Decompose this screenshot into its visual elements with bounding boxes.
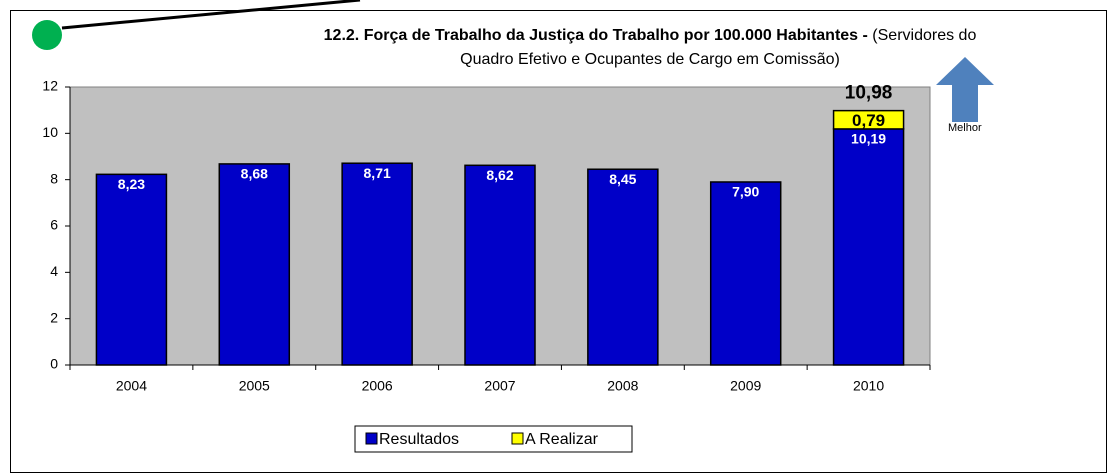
x-tick-label: 2007 [484, 378, 515, 394]
bar-segment [832, 128, 905, 366]
annotation: Melhor [948, 122, 982, 134]
legend-label: Resultados [379, 431, 459, 448]
bar-segment [341, 162, 413, 366]
title: 12.2. Força de Trabalho da Justiça do Tr… [323, 27, 868, 44]
bar-segment [709, 181, 782, 366]
y-tick-label: 12 [42, 78, 58, 94]
legend-box [354, 425, 633, 453]
y-tick-label: 0 [50, 356, 58, 372]
data-label: 8,68 [241, 166, 268, 182]
annotation: 10,98 [845, 83, 893, 104]
data-label: 0,79 [852, 111, 885, 130]
x-tick-label: 2008 [607, 378, 638, 394]
connector-line [61, 0, 361, 30]
y-tick-label: 2 [50, 309, 58, 325]
y-tick-label: 4 [50, 263, 58, 279]
data-label: 8,45 [609, 171, 636, 187]
bar-segment [218, 163, 291, 366]
subtitle: (Servidores do Quadro Efetivo e Ocupante… [460, 27, 977, 68]
x-tick-label: 2006 [362, 378, 393, 394]
legend-swatch [511, 432, 524, 445]
bar-segment [832, 109, 905, 130]
x-tick-label: 2010 [853, 378, 884, 394]
chart-title: 12.2. Força de Trabalho da Justiça do Tr… [300, 24, 1000, 72]
data-label: 8,71 [364, 165, 391, 181]
legend-label: A Realizar [525, 431, 599, 448]
y-tick-label: 10 [42, 124, 58, 140]
bar-segment [587, 168, 659, 366]
marker-circle [32, 20, 62, 50]
x-tick-label: 2009 [730, 378, 761, 394]
data-label: 10,19 [851, 131, 886, 147]
data-label: 8,62 [486, 167, 513, 183]
data-label: 8,23 [118, 176, 145, 192]
bar-segment [95, 173, 168, 366]
legend-swatch [365, 432, 378, 445]
better-arrow [936, 57, 994, 122]
x-tick-label: 2005 [239, 378, 270, 394]
data-label: 7,90 [732, 184, 759, 200]
x-tick-label: 2004 [116, 378, 147, 394]
bar-segment [464, 164, 536, 366]
y-tick-label: 8 [50, 170, 58, 186]
y-tick-label: 6 [50, 217, 58, 233]
